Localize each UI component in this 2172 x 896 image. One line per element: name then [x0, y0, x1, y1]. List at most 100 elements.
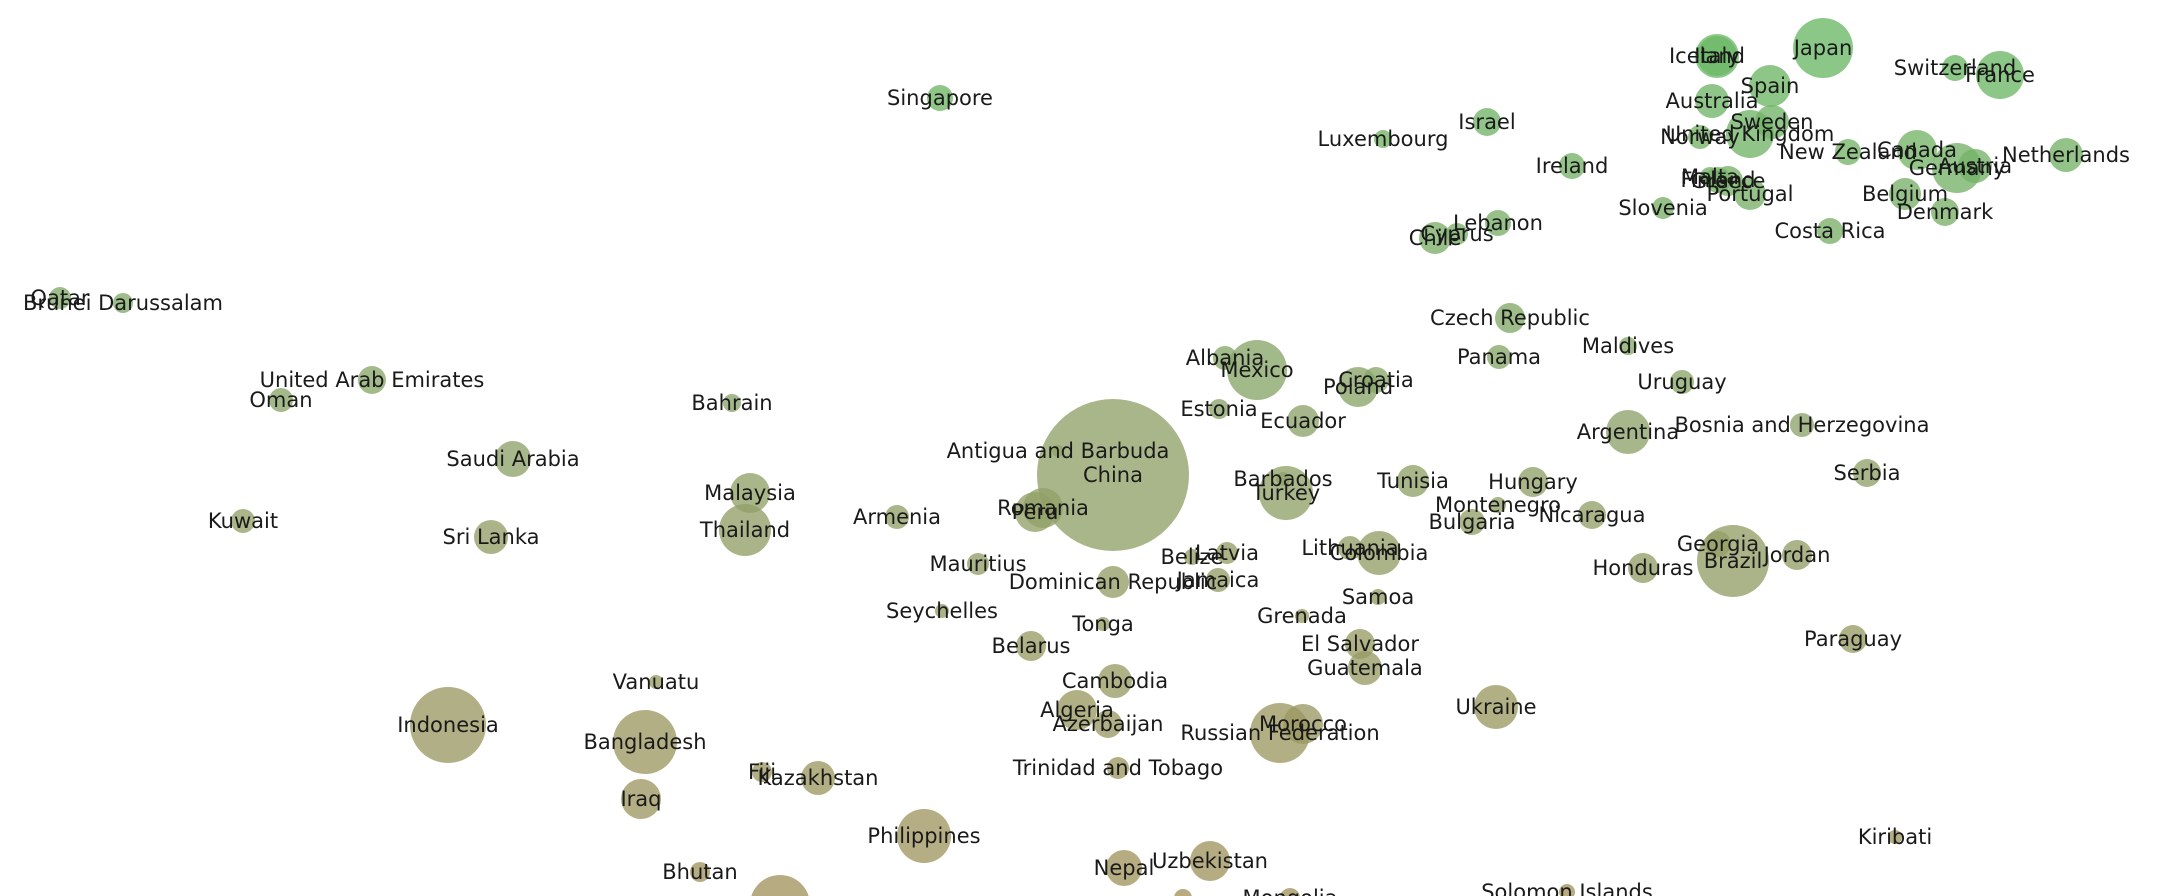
bubble-france[interactable] [1976, 51, 2024, 99]
bubble-kuwait[interactable] [231, 509, 255, 533]
bubble-belize[interactable] [1184, 549, 1200, 565]
bubble-indonesia[interactable] [410, 687, 486, 763]
bubble-serbia[interactable] [1853, 459, 1881, 487]
bubble-paraguay[interactable] [1839, 625, 1867, 653]
bubble-unlabeled-104[interactable] [1174, 889, 1192, 896]
bubble-japan[interactable] [1793, 18, 1853, 78]
bubble-saudi-arabia[interactable] [495, 441, 531, 477]
bubble-turkey[interactable] [1259, 466, 1313, 520]
bubble-united-arab-emirates[interactable] [358, 366, 386, 394]
bubble-bhutan[interactable] [690, 862, 710, 882]
bubble-maldives[interactable] [1619, 337, 1637, 355]
bubble-bangladesh[interactable] [613, 710, 677, 774]
bubble-honduras[interactable] [1628, 553, 1658, 583]
bubble-brazil[interactable] [1697, 525, 1769, 597]
bubble-sri-lanka[interactable] [474, 520, 508, 554]
bubble-oman[interactable] [269, 388, 293, 412]
bubble-thailand[interactable] [719, 504, 771, 556]
bubble-norway[interactable] [1688, 125, 1712, 149]
bubble-bulgaria[interactable] [1459, 509, 1485, 535]
bubble-italy[interactable] [1697, 36, 1737, 76]
bubble-new-zealand[interactable] [1835, 139, 1861, 165]
bubble-cambodia[interactable] [1098, 664, 1132, 698]
bubble-nepal[interactable] [1106, 850, 1142, 886]
bubble-belgium[interactable] [1889, 178, 1921, 210]
bubble-mongolia[interactable] [1280, 888, 1300, 896]
bubble-fiji[interactable] [752, 762, 772, 782]
bubble-chile[interactable] [1419, 222, 1451, 254]
bubble-bahrain[interactable] [723, 394, 741, 412]
bubble-trinidad-and-tobago[interactable] [1107, 757, 1129, 779]
bubble-azerbaijan[interactable] [1094, 710, 1122, 738]
bubble-panama[interactable] [1487, 345, 1511, 369]
bubble-argentina[interactable] [1606, 410, 1650, 454]
bubble-jamaica[interactable] [1206, 568, 1230, 592]
bubble-luxembourg[interactable] [1374, 130, 1392, 148]
bubble-netherlands[interactable] [2049, 138, 2083, 172]
bubble-malaysia[interactable] [730, 473, 770, 513]
bubble-costa-rica[interactable] [1817, 218, 1843, 244]
bubble-tunisia[interactable] [1397, 465, 1429, 497]
label-bhutan: Bhutan [662, 860, 737, 884]
bubble-cyprus[interactable] [1446, 223, 1468, 245]
bubble-algeria[interactable] [1057, 690, 1097, 730]
bubble-ireland[interactable] [1559, 153, 1585, 179]
label-new-zealand: New Zealand [1779, 140, 1917, 164]
label-iraq: Iraq [620, 787, 661, 811]
bubble-switzerland[interactable] [1942, 55, 1968, 81]
bubble-kiribati[interactable] [1888, 830, 1902, 844]
bubble-tonga[interactable] [1096, 617, 1110, 631]
bubble-united-kingdom[interactable] [1726, 110, 1774, 158]
bubble-seychelles[interactable] [935, 604, 949, 618]
bubble-czech-republic[interactable] [1495, 303, 1525, 333]
bubble-philippines[interactable] [897, 809, 951, 863]
bubble-mauritius[interactable] [967, 553, 989, 575]
bubble-uzbekistan[interactable] [1190, 841, 1230, 881]
bubble-ukraine[interactable] [1474, 685, 1518, 729]
bubble-hungary[interactable] [1518, 467, 1548, 497]
bubble-peru[interactable] [1015, 492, 1055, 532]
bubble-denmark[interactable] [1931, 198, 1959, 226]
label-qatar: Qatar [30, 286, 90, 310]
bubble-bosnia-and-herzegovina[interactable] [1790, 413, 1814, 437]
bubble-dominican-republic[interactable] [1097, 566, 1129, 598]
bubble-montenegro[interactable] [1490, 497, 1506, 513]
bubble-israel[interactable] [1473, 108, 1501, 136]
bubble-austria[interactable] [1958, 149, 1992, 183]
bubble-armenia[interactable] [885, 505, 909, 529]
bubble-lithuania[interactable] [1338, 536, 1362, 560]
bubble-kazakhstan[interactable] [801, 761, 835, 795]
bubble-nicaragua[interactable] [1578, 501, 1606, 529]
label-antigua-and-barbuda: Antigua and Barbuda [947, 439, 1170, 463]
bubble-china[interactable] [1037, 399, 1189, 551]
bubble-mexico[interactable] [1227, 340, 1287, 400]
label-tunisia: Tunisia [1376, 469, 1449, 493]
bubble-qatar[interactable] [49, 287, 71, 309]
bubble-unlabeled-103[interactable] [750, 875, 810, 896]
bubble-australia[interactable] [1695, 84, 1729, 118]
bubble-solomon-islands[interactable] [1559, 884, 1575, 896]
bubble-estonia[interactable] [1209, 399, 1229, 419]
bubble-portugal[interactable] [1734, 178, 1766, 210]
bubble-lebanon[interactable] [1485, 210, 1511, 236]
bubble-vanuatu[interactable] [649, 675, 663, 689]
bubble-guatemala[interactable] [1348, 651, 1382, 685]
bubble-spain[interactable] [1749, 65, 1791, 107]
bubble-samoa[interactable] [1370, 589, 1386, 605]
bubble-iraq[interactable] [621, 779, 661, 819]
bubble-canada[interactable] [1897, 130, 1937, 170]
bubble-slovenia[interactable] [1652, 197, 1674, 219]
bubble-russian-federation[interactable] [1250, 703, 1310, 763]
bubble-ecuador[interactable] [1287, 405, 1319, 437]
bubble-brunei-darussalam[interactable] [113, 293, 133, 313]
label-paraguay: Paraguay [1804, 627, 1902, 651]
label-armenia: Armenia [853, 505, 941, 529]
bubble-grenada[interactable] [1295, 609, 1309, 623]
bubble-colombia[interactable] [1357, 531, 1401, 575]
bubble-singapore[interactable] [927, 85, 953, 111]
bubble-belarus[interactable] [1016, 631, 1046, 661]
bubble-jordan[interactable] [1782, 540, 1812, 570]
bubble-poland[interactable] [1338, 367, 1378, 407]
bubble-uruguay[interactable] [1670, 370, 1694, 394]
bubble-latvia[interactable] [1216, 542, 1238, 564]
